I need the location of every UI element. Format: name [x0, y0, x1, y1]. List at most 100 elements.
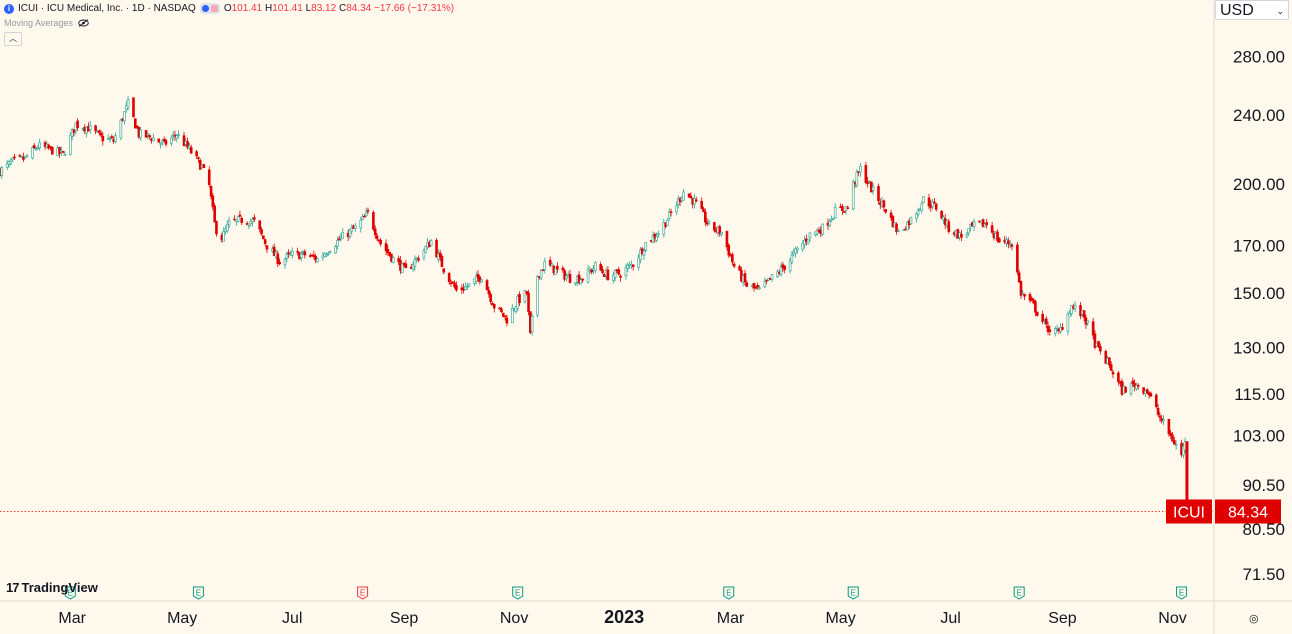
- price-tick-label: 90.50: [1242, 476, 1285, 495]
- candle: [1010, 242, 1014, 251]
- candles-layer: [0, 96, 1189, 518]
- candle: [20, 155, 23, 159]
- candle: [631, 264, 635, 271]
- candle: [76, 118, 79, 131]
- eye-hidden-icon[interactable]: [78, 19, 89, 27]
- candle: [455, 281, 458, 292]
- candle: [666, 218, 669, 226]
- candle: [0, 165, 4, 179]
- status-icons[interactable]: [199, 3, 220, 14]
- candle: [384, 239, 388, 256]
- high-label: H: [264, 3, 273, 14]
- candle: [373, 225, 377, 239]
- currency-select[interactable]: USD ⌄: [1215, 0, 1289, 20]
- candle: [877, 183, 880, 205]
- candle: [617, 266, 621, 276]
- candle: [429, 238, 433, 247]
- chart-legend[interactable]: i ICUI · ICU Medical, Inc. · 1D · NASDAQ…: [4, 3, 454, 14]
- candle: [363, 214, 366, 218]
- price-tag-symbol-bg: [1166, 499, 1212, 524]
- candle: [110, 134, 114, 139]
- candle: [783, 265, 786, 274]
- candle: [51, 146, 54, 155]
- candle: [211, 193, 215, 211]
- earnings-marker[interactable]: E: [192, 586, 204, 600]
- candle: [32, 143, 36, 149]
- candle: [1136, 383, 1140, 390]
- candle: [1053, 326, 1057, 337]
- candle: [299, 251, 303, 262]
- candle: [523, 289, 527, 304]
- candle: [606, 266, 610, 281]
- candle: [702, 206, 705, 213]
- candle: [170, 134, 173, 147]
- candle: [474, 271, 478, 285]
- time-axis[interactable]: Mar May Jul Sep Nov 2023 Mar May Jul Sep Nov: [58, 607, 1186, 627]
- candle: [846, 205, 850, 210]
- symbol-title[interactable]: ICUI · ICU Medical, Inc. · 1D · NASDAQ: [18, 3, 196, 14]
- candle: [505, 314, 509, 327]
- data-flags-icon: [210, 5, 218, 12]
- earnings-marker[interactable]: E: [64, 586, 76, 600]
- price-tick-label: 80.50: [1242, 520, 1285, 539]
- earnings-marker[interactable]: E: [357, 586, 369, 600]
- candle: [132, 97, 135, 118]
- candle: [554, 267, 557, 275]
- indicator-legend[interactable]: Moving Averages: [4, 18, 89, 28]
- candle: [619, 274, 622, 282]
- candle: [321, 251, 325, 261]
- close-value: 84.34: [346, 3, 372, 14]
- candle: [225, 220, 229, 234]
- candle: [247, 224, 251, 229]
- earnings-marker[interactable]: E: [847, 586, 859, 600]
- candle: [38, 138, 41, 151]
- candle: [1007, 237, 1010, 249]
- price-tick-label: 103.00: [1233, 427, 1285, 446]
- price-tick-label: 280.00: [1233, 47, 1285, 66]
- candle: [1097, 340, 1100, 349]
- earnings-marker[interactable]: E: [512, 586, 524, 600]
- candle: [1109, 361, 1113, 371]
- candle: [1070, 305, 1073, 317]
- close-label: C: [338, 3, 347, 14]
- svg-text:E: E: [515, 589, 520, 598]
- earnings-marker[interactable]: E: [723, 586, 735, 600]
- candle: [927, 193, 931, 210]
- candle: [198, 158, 202, 170]
- candle: [186, 137, 189, 150]
- candle: [379, 237, 382, 247]
- price-tick-label: 115.00: [1234, 385, 1285, 404]
- candle: [327, 251, 330, 256]
- price-axis[interactable]: 280.00 240.00 200.00 170.00 150.00 130.00 115.…: [1233, 47, 1285, 584]
- candle: [364, 207, 368, 218]
- earnings-marker[interactable]: E: [1013, 586, 1025, 600]
- candle: [13, 154, 16, 160]
- candle: [539, 269, 543, 281]
- last-price-tag: ICUI 84.34: [1166, 499, 1281, 524]
- candle: [530, 313, 534, 336]
- price-tick-label: 200.00: [1233, 175, 1285, 194]
- candle: [61, 151, 65, 154]
- earnings-marker[interactable]: E: [1176, 586, 1188, 600]
- candle: [981, 218, 985, 228]
- candle: [283, 257, 287, 269]
- candle: [215, 220, 218, 237]
- candle: [960, 230, 963, 242]
- gear-icon[interactable]: ◎: [1249, 613, 1259, 625]
- market-closed-icon: [201, 5, 209, 12]
- candle: [556, 262, 559, 273]
- candle: [1046, 321, 1050, 336]
- candle: [63, 151, 67, 156]
- time-tick-label: Mar: [717, 610, 745, 627]
- collapse-legend-button[interactable]: ︿: [4, 32, 22, 46]
- info-icon[interactable]: i: [4, 3, 14, 14]
- candle: [258, 220, 262, 233]
- candle: [1061, 323, 1064, 331]
- candle: [891, 215, 895, 228]
- candle: [1117, 370, 1120, 386]
- candle: [36, 144, 40, 150]
- candle: [240, 216, 244, 226]
- tradingview-logo[interactable]: 17 TradingView: [6, 580, 98, 595]
- candle: [906, 221, 909, 231]
